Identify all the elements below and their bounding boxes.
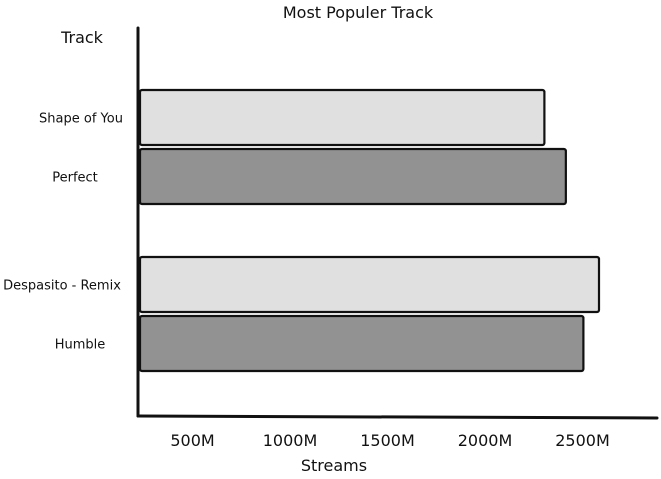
- bars-group: [138, 88, 601, 373]
- category-labels: Shape of You Perfect Despasito - Remix Humb…: [3, 112, 123, 353]
- x-tick-label: 1000M: [263, 431, 318, 450]
- x-tick-label: 2000M: [458, 431, 513, 450]
- x-tick-label: 1500M: [360, 431, 415, 450]
- bar-perfect: [138, 147, 567, 206]
- y-axis-title: Track: [60, 28, 104, 47]
- bar-shape-of-you: [138, 88, 546, 147]
- category-label: Despasito - Remix: [3, 279, 121, 294]
- x-tick-label: 2500M: [555, 431, 610, 450]
- x-tick-label: 500M: [170, 431, 214, 450]
- bar-humble: [138, 314, 585, 373]
- chart-title: Most Populer Track: [283, 3, 434, 22]
- x-axis-line: [136, 414, 659, 420]
- x-axis-title: Streams: [301, 456, 367, 475]
- x-tick-labels: 500M 1000M 1500M 2000M 2500M: [170, 431, 609, 450]
- category-label: Perfect: [52, 171, 98, 186]
- category-label: Shape of You: [39, 112, 123, 127]
- bar-despasito-remix: [138, 255, 601, 314]
- category-label: Humble: [55, 338, 106, 353]
